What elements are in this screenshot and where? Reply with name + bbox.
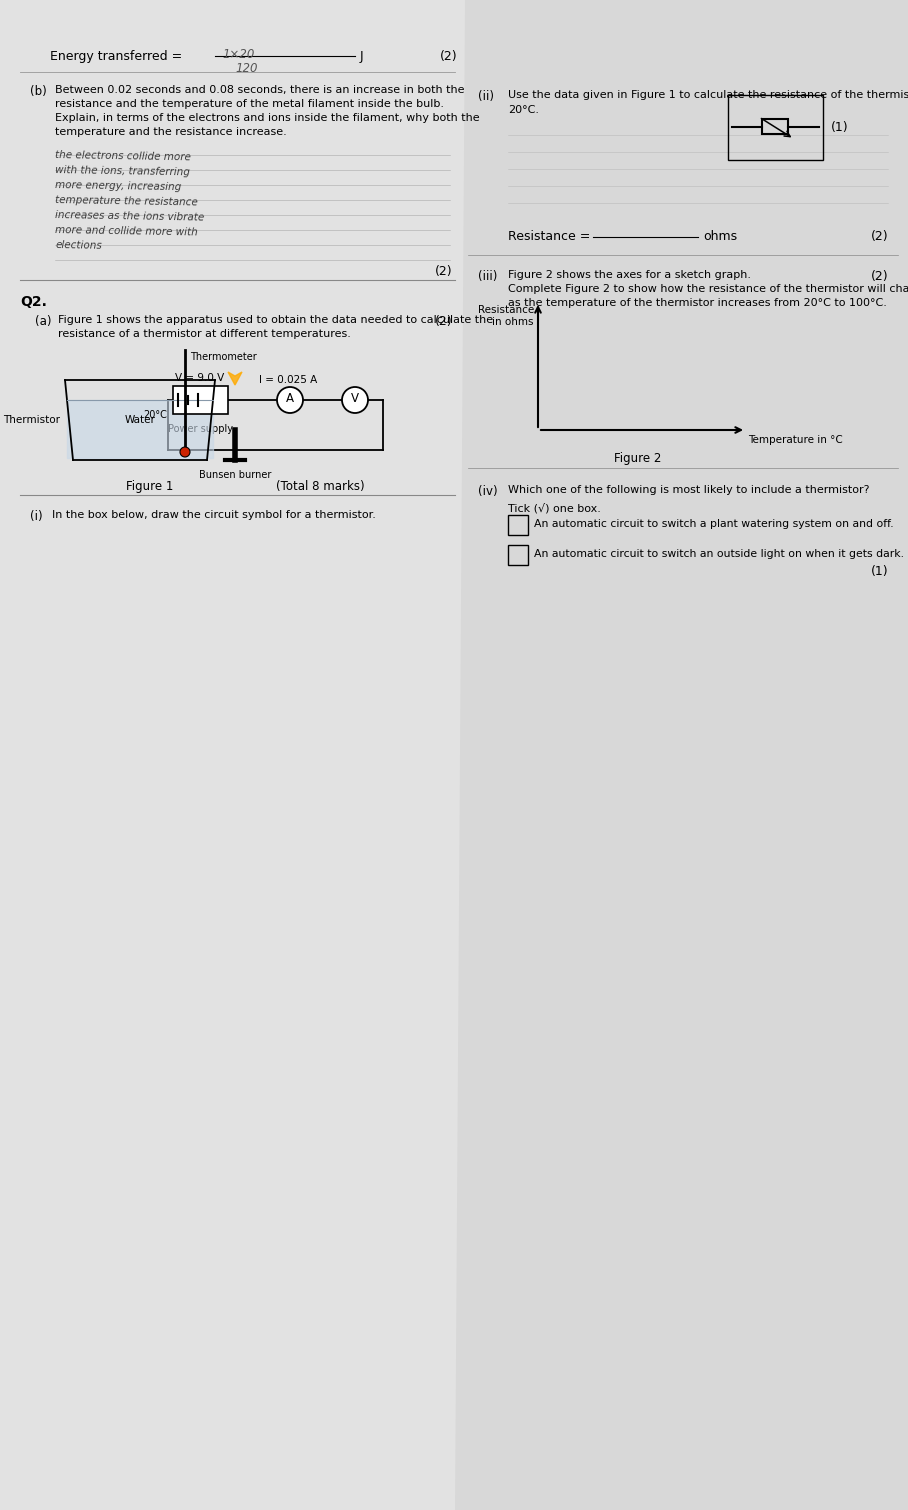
Text: (2): (2) <box>871 270 888 282</box>
Circle shape <box>180 447 190 458</box>
Text: Figure 1: Figure 1 <box>126 480 173 492</box>
Text: Figure 2 shows the axes for a sketch graph.: Figure 2 shows the axes for a sketch gra… <box>508 270 751 279</box>
Text: Complete Figure 2 to show how the resistance of the thermistor will change: Complete Figure 2 to show how the resist… <box>508 284 908 294</box>
Bar <box>508 545 528 565</box>
Bar <box>173 387 228 414</box>
Circle shape <box>342 387 368 414</box>
Text: increases as the ions vibrate: increases as the ions vibrate <box>55 210 204 222</box>
Text: 120: 120 <box>235 62 258 76</box>
Text: Explain, in terms of the electrons and ions inside the filament, why both the: Explain, in terms of the electrons and i… <box>55 113 479 122</box>
Text: as the temperature of the thermistor increases from 20°C to 100°C.: as the temperature of the thermistor inc… <box>508 297 887 308</box>
Circle shape <box>277 387 303 414</box>
Text: Use the data given in Figure 1 to calculate the resistance of the thermistor at: Use the data given in Figure 1 to calcul… <box>508 91 908 100</box>
Polygon shape <box>0 0 470 1510</box>
Text: Power supply: Power supply <box>167 424 232 433</box>
Text: (2): (2) <box>435 316 452 328</box>
Text: ohms: ohms <box>703 230 737 243</box>
Text: In the box below, draw the circuit symbol for a thermistor.: In the box below, draw the circuit symbo… <box>52 510 376 519</box>
Polygon shape <box>455 0 908 1510</box>
Text: resistance and the temperature of the metal filament inside the bulb.: resistance and the temperature of the me… <box>55 100 444 109</box>
Text: (b): (b) <box>30 85 46 98</box>
Text: Resistance =: Resistance = <box>508 230 590 243</box>
Text: (iii): (iii) <box>478 270 498 282</box>
Text: more and collide more with: more and collide more with <box>55 225 198 237</box>
Text: An automatic circuit to switch a plant watering system on and off.: An automatic circuit to switch a plant w… <box>534 519 893 528</box>
Bar <box>762 119 788 134</box>
Text: (iv): (iv) <box>478 485 498 498</box>
Text: Bunsen burner: Bunsen burner <box>199 470 271 480</box>
Text: (2): (2) <box>435 264 452 278</box>
Text: (i): (i) <box>30 510 43 522</box>
Text: Water: Water <box>124 415 155 424</box>
Text: (ii): (ii) <box>478 91 494 103</box>
Text: elections: elections <box>55 240 102 251</box>
Text: the electrons collide more: the electrons collide more <box>55 149 191 163</box>
Text: more energy, increasing: more energy, increasing <box>55 180 182 192</box>
Text: Thermometer: Thermometer <box>190 352 257 362</box>
Text: V: V <box>351 393 359 406</box>
Bar <box>508 515 528 535</box>
Text: Tick (√) one box.: Tick (√) one box. <box>508 503 601 513</box>
Text: temperature the resistance: temperature the resistance <box>55 195 198 207</box>
Text: Thermistor: Thermistor <box>3 415 60 424</box>
Text: Energy transferred =: Energy transferred = <box>50 50 183 63</box>
Text: Figure 1 shows the apparatus used to obtain the data needed to calculate the: Figure 1 shows the apparatus used to obt… <box>58 316 493 325</box>
Text: 1×20: 1×20 <box>222 48 254 60</box>
Text: with the ions, transferring: with the ions, transferring <box>55 165 190 177</box>
Text: V = 9.0 V: V = 9.0 V <box>175 373 224 384</box>
Text: Between 0.02 seconds and 0.08 seconds, there is an increase in both the: Between 0.02 seconds and 0.08 seconds, t… <box>55 85 465 95</box>
Text: I = 0.025 A: I = 0.025 A <box>259 374 317 385</box>
Text: (1): (1) <box>831 121 849 133</box>
Text: An automatic circuit to switch an outside light on when it gets dark.: An automatic circuit to switch an outsid… <box>534 550 904 559</box>
Text: resistance of a thermistor at different temperatures.: resistance of a thermistor at different … <box>58 329 350 340</box>
Polygon shape <box>228 371 242 385</box>
Bar <box>728 95 823 160</box>
Text: Q2.: Q2. <box>20 294 47 310</box>
Text: (2): (2) <box>440 50 458 63</box>
Text: Which one of the following is most likely to include a thermistor?: Which one of the following is most likel… <box>508 485 870 495</box>
Text: Figure 2: Figure 2 <box>615 451 662 465</box>
Text: 20°C: 20°C <box>143 411 167 420</box>
Text: (2): (2) <box>871 230 888 243</box>
Text: temperature and the resistance increase.: temperature and the resistance increase. <box>55 127 287 137</box>
Text: Resistance
in ohms: Resistance in ohms <box>478 305 534 326</box>
Text: (1): (1) <box>871 565 888 578</box>
Text: A: A <box>286 393 294 406</box>
Text: (Total 8 marks): (Total 8 marks) <box>276 480 364 492</box>
Text: (a): (a) <box>35 316 52 328</box>
Text: J: J <box>360 50 363 63</box>
Text: 20°C.: 20°C. <box>508 106 539 115</box>
Text: Temperature in °C: Temperature in °C <box>748 435 843 445</box>
